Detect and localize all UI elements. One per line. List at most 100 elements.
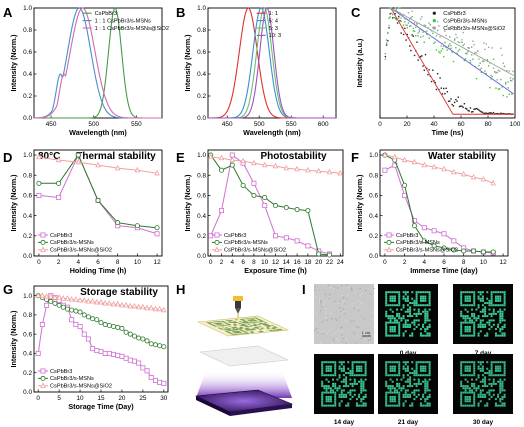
printed-qr-module — [253, 325, 258, 327]
y-axis-label: Intensity (Norm.) — [9, 34, 18, 92]
qr-module — [334, 374, 337, 377]
qr-module — [481, 325, 484, 328]
texture-speckle — [341, 294, 344, 297]
printed-qr-module — [248, 329, 252, 331]
printed-qr-module — [218, 325, 223, 327]
x-tick-label: 6 — [442, 259, 446, 266]
decay-data-point — [387, 31, 389, 34]
y-tick-label: 0.2 — [23, 370, 32, 377]
texture-speckle — [340, 326, 342, 328]
decay-data-point — [388, 27, 390, 29]
x-tick-label: 2 — [403, 259, 407, 266]
qr-module — [460, 385, 463, 388]
qr-module — [477, 297, 480, 300]
qr-module — [321, 391, 324, 394]
qr-module — [404, 361, 407, 364]
qr-module — [332, 361, 335, 364]
qr-module — [477, 376, 480, 379]
x-tick-label: 25 — [139, 395, 147, 402]
legend-entry: CsPbBr3/s-MSNs@SiO2 — [224, 248, 286, 254]
qr-module — [497, 380, 500, 383]
qr-module — [402, 291, 405, 294]
printed-qr-module — [227, 321, 232, 323]
printed-qr-module — [234, 319, 239, 321]
qr-module — [464, 387, 467, 390]
printed-qr-module — [229, 332, 233, 334]
printed-qr-module — [227, 320, 232, 321]
decay-data-point — [512, 78, 514, 80]
y-tick-label: 0.8 — [197, 172, 206, 179]
data-point-triangle — [123, 301, 129, 308]
texture-speckle — [363, 318, 365, 320]
texture-speckle — [332, 338, 335, 340]
qr-module — [329, 367, 332, 370]
qr-module — [466, 367, 469, 370]
decay-data-point — [457, 50, 459, 52]
qr-module — [424, 312, 427, 315]
qr-module — [334, 363, 337, 366]
decay-data-point — [421, 16, 423, 18]
qr-module — [428, 365, 431, 368]
qr-module — [385, 398, 388, 401]
decay-data-point — [416, 23, 418, 26]
qr-module — [327, 361, 330, 364]
qr-module — [321, 398, 324, 401]
qr-module — [490, 395, 493, 398]
data-point-triangle — [52, 294, 58, 300]
x-tick-label: 450 — [222, 121, 233, 128]
legend-entry: CsPbBr3 — [396, 233, 418, 239]
printed-qr-module — [251, 317, 255, 319]
qr-module — [345, 395, 348, 398]
qr-module — [479, 380, 482, 383]
qr-module — [327, 380, 330, 383]
qr-module — [475, 389, 478, 392]
qr-module — [486, 367, 489, 370]
qr-module — [479, 323, 482, 326]
decay-data-point — [495, 87, 497, 89]
texture-speckle — [358, 316, 360, 318]
qr-module — [389, 334, 392, 337]
x-axis-label: Exposure Time (h) — [244, 266, 307, 275]
qr-module — [402, 361, 405, 364]
printed-qr-module — [228, 328, 233, 330]
texture-speckle — [324, 317, 327, 320]
decay-data-point — [468, 110, 470, 112]
printed-qr-module — [251, 320, 256, 322]
qr-module — [409, 315, 412, 318]
printed-qr-module — [217, 323, 221, 325]
qr-module — [389, 389, 392, 392]
qr-module — [393, 319, 396, 322]
decay-data-point — [461, 41, 463, 43]
qr-module — [468, 334, 471, 337]
qr-module — [417, 393, 420, 396]
qr-module — [503, 374, 506, 377]
qr-module — [424, 361, 427, 364]
printed-qr-module — [252, 327, 257, 329]
qr-module — [321, 361, 324, 364]
qr-module — [503, 334, 506, 337]
qr-module — [325, 395, 328, 398]
qr-module — [402, 332, 405, 335]
decay-data-point — [453, 101, 456, 104]
qr-module — [355, 382, 358, 385]
qr-module — [338, 374, 341, 377]
qr-module — [338, 376, 341, 379]
qr-module — [499, 382, 502, 385]
qr-module — [426, 315, 429, 318]
qr-module — [389, 361, 392, 364]
legend-entry: CsPbBr3/s-MSNs@SiO2 — [443, 26, 505, 32]
x-tick-label: 12 — [272, 259, 280, 266]
qr-module — [464, 328, 467, 331]
data-point-triangle — [119, 301, 125, 308]
qr-module — [464, 317, 467, 320]
printed-qr-module — [228, 324, 232, 326]
decay-data-point — [439, 36, 441, 38]
qr-module — [402, 367, 405, 370]
qr-module — [411, 332, 414, 335]
qr-module — [393, 330, 396, 333]
decay-data-point — [467, 109, 469, 112]
decay-data-point — [458, 48, 461, 51]
qr-module — [413, 372, 416, 375]
y-tick-label: 0.4 — [23, 71, 32, 78]
